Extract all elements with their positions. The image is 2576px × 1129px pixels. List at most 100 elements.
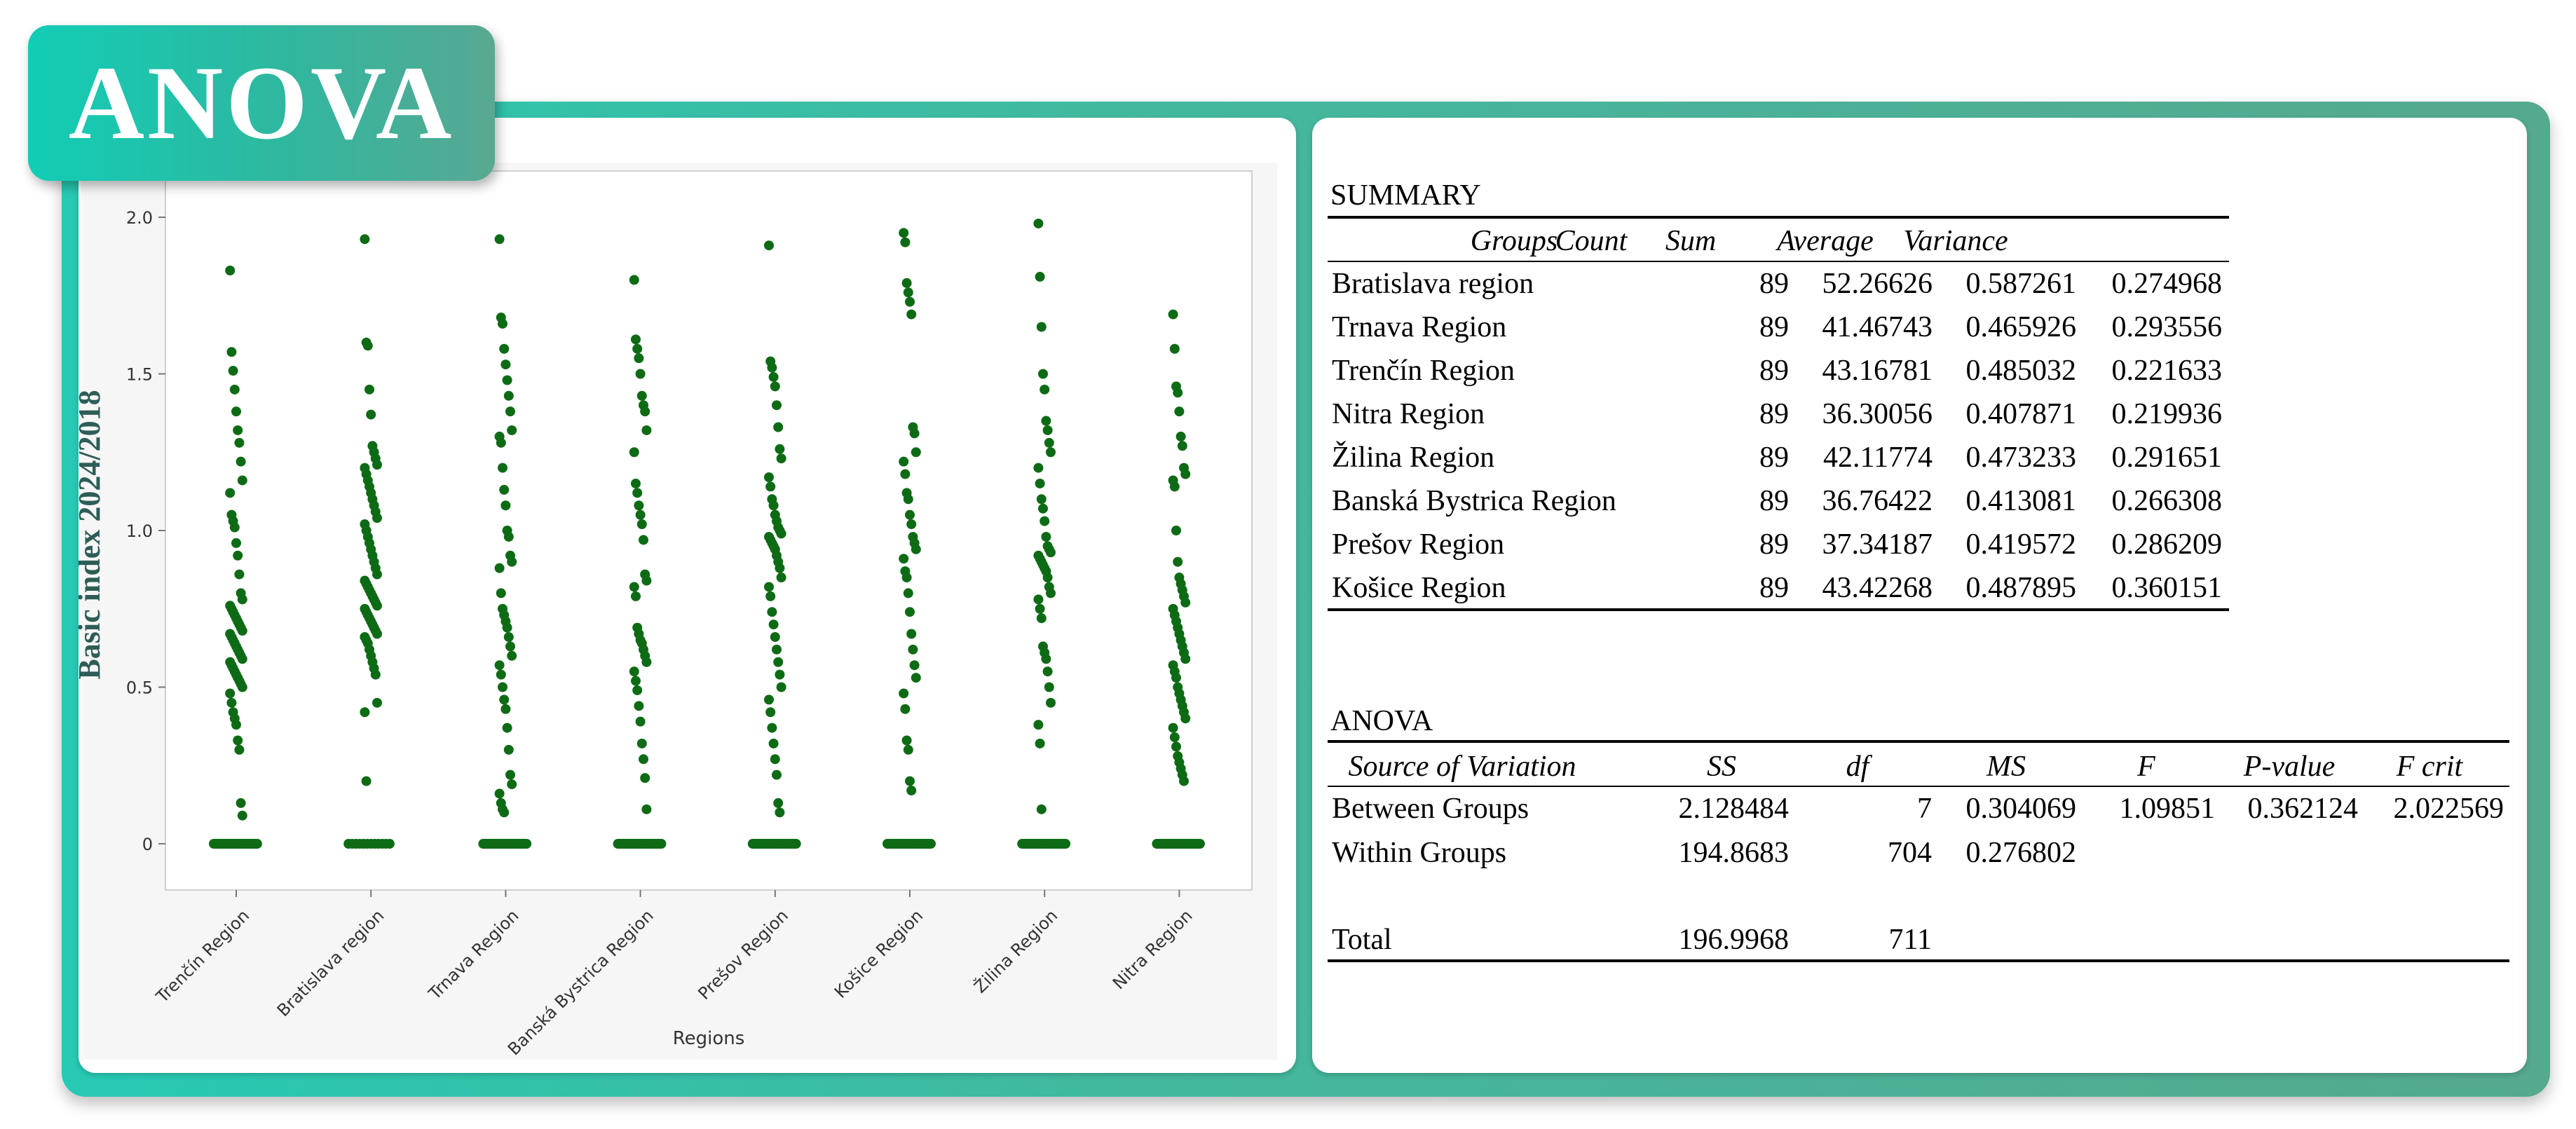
data-point	[882, 839, 892, 849]
summary-value-cell: 0.221633	[2111, 355, 2223, 387]
data-point	[776, 453, 786, 464]
data-point	[366, 409, 376, 420]
summary-value-cell: 89	[1759, 268, 1789, 300]
data-point	[361, 776, 372, 786]
y-tick-label: 1.0	[126, 521, 153, 541]
summary-value-cell: 89	[1759, 485, 1789, 517]
data-point	[1168, 723, 1178, 733]
summary-value-cell: 0.407871	[1965, 398, 2077, 430]
data-points	[209, 218, 1205, 849]
data-point	[634, 500, 644, 511]
data-point	[770, 381, 780, 392]
data-point	[372, 513, 382, 524]
data-point	[900, 704, 911, 714]
anova-bottom-rule	[1328, 959, 2509, 962]
summary-value-cell: 0.587261	[1965, 268, 2077, 300]
data-point	[640, 406, 650, 417]
data-point	[629, 275, 639, 285]
data-point	[360, 234, 370, 245]
data-point	[775, 563, 785, 573]
data-point	[1175, 431, 1186, 442]
data-point	[1046, 697, 1056, 708]
data-point	[905, 296, 915, 307]
summary-value-cell: 0.487895	[1965, 572, 2077, 604]
tables-panel: SUMMARY Groups Count Sum Average Variance Br…	[1312, 118, 2527, 1073]
data-point	[764, 472, 774, 483]
data-point	[505, 406, 515, 417]
anova-source-cell: Within Groups	[1332, 837, 1507, 869]
data-point	[209, 839, 219, 849]
data-point	[494, 660, 505, 671]
data-point	[634, 353, 644, 364]
summary-title: SUMMARY	[1330, 179, 1481, 212]
data-point	[372, 460, 382, 470]
data-point	[1177, 441, 1187, 451]
data-point	[237, 475, 247, 486]
summary-value-cell: 36.30056	[1822, 398, 1933, 430]
data-point	[911, 673, 921, 683]
y-tick-label: 2.0	[126, 208, 153, 228]
summary-value-cell: 89	[1759, 398, 1789, 430]
data-point	[1152, 839, 1162, 849]
data-point	[926, 839, 936, 849]
data-point	[636, 738, 647, 748]
data-point	[773, 798, 784, 808]
data-point	[772, 644, 782, 655]
data-point	[768, 500, 779, 511]
y-tick-label: 0	[142, 835, 153, 854]
summary-value-cell: 0.293556	[2111, 311, 2223, 343]
anova-value-cell: 711	[1888, 924, 1932, 956]
summary-value-cell: 52.26626	[1822, 268, 1933, 300]
anova-value-cell: 7	[1917, 793, 1932, 825]
summary-group-cell: Žilina Region	[1332, 442, 1495, 474]
data-point	[236, 798, 246, 808]
data-point	[1046, 588, 1056, 598]
data-point	[233, 425, 243, 435]
data-point	[1017, 839, 1028, 849]
data-point	[1041, 416, 1051, 426]
data-point	[1169, 732, 1180, 743]
summary-group-cell: Trnava Region	[1332, 311, 1507, 343]
data-point	[1173, 388, 1183, 398]
data-point	[1041, 654, 1051, 664]
data-point	[1180, 654, 1191, 664]
data-point	[494, 788, 505, 799]
anova-source-cell: Total	[1332, 924, 1392, 956]
summary-value-cell: 0.473233	[1965, 442, 2077, 474]
anova-header-cell: F	[2137, 751, 2155, 783]
summary-value-cell: 41.46743	[1822, 311, 1933, 343]
data-point	[231, 720, 241, 730]
data-point	[1036, 494, 1047, 505]
anova-source-cell: Between Groups	[1332, 793, 1529, 825]
anova-value-cell: 194.8683	[1678, 837, 1790, 869]
data-point	[229, 384, 240, 395]
summary-group-cell: Banská Bystrica Region	[1332, 485, 1616, 517]
data-point	[631, 334, 641, 345]
summary-value-cell: 0.266308	[2111, 485, 2223, 517]
data-point	[641, 425, 652, 435]
data-point	[505, 769, 515, 780]
summary-group-cell: Trenčín Region	[1332, 355, 1515, 387]
data-point	[775, 807, 785, 818]
data-point	[1033, 218, 1044, 228]
data-point	[906, 519, 917, 530]
data-point	[635, 509, 646, 520]
data-point	[632, 685, 643, 695]
summary-value-cell: 37.34187	[1822, 528, 1933, 561]
summary-header-cell: Average	[1777, 225, 1874, 257]
data-point	[773, 422, 784, 432]
data-point	[225, 265, 236, 275]
data-point	[1171, 741, 1181, 752]
summary-value-cell: 0.419572	[1965, 528, 2077, 561]
summary-top-rule	[1328, 216, 2229, 219]
data-point	[765, 591, 776, 601]
data-point	[237, 626, 247, 636]
data-point	[1194, 839, 1205, 849]
data-point	[632, 488, 643, 498]
data-point	[225, 488, 236, 498]
data-point	[372, 629, 382, 639]
data-point	[233, 550, 243, 561]
data-point	[503, 531, 514, 542]
data-point	[498, 463, 507, 473]
data-point	[905, 509, 915, 520]
